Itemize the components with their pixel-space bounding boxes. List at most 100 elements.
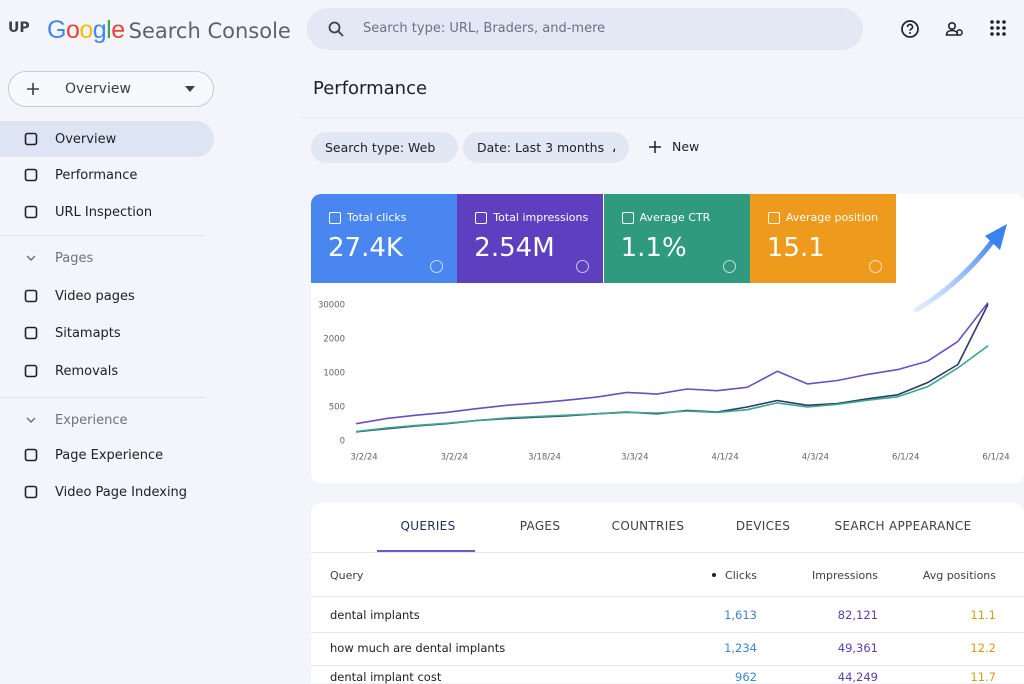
table-cell: 962 (735, 670, 757, 684)
nav-icon (24, 326, 38, 340)
property-label: Overview (65, 81, 131, 97)
row-divider (311, 665, 1024, 666)
y-tick-label: 500 (329, 403, 345, 413)
chart: 0 500 1000 2000 30000 3/2/24 3/2/24 3/18/24 3/3/… (318, 224, 1010, 463)
nav-icon (26, 417, 36, 424)
wordmark-letter: G (47, 16, 66, 44)
metric-card[interactable]: Average CTR 1.1% (603, 194, 750, 283)
nav-label: Video Page Indexing (55, 484, 188, 500)
filter-chip[interactable]: Date: Last 3 months (463, 132, 629, 163)
trend-arrow (913, 235, 998, 313)
metric-icon (621, 212, 634, 224)
logo: UP (8, 20, 30, 36)
nav-item[interactable]: Video Page Indexing (0, 474, 214, 510)
metric-card[interactable]: Total impressions 2.54M (457, 194, 604, 283)
column-header[interactable]: Clicks (725, 569, 757, 582)
table-cell: 82,121 (837, 608, 878, 622)
metric-icon (475, 212, 488, 224)
tab[interactable]: COUNTRIES (611, 519, 685, 533)
nav-item[interactable]: Overview (0, 121, 214, 157)
plus-icon (649, 140, 661, 153)
table-cell: 11.7 (970, 670, 996, 684)
edit-icon (443, 142, 444, 153)
table-card (311, 503, 1024, 683)
nav-item: Pages (0, 240, 214, 276)
nav-item[interactable]: URL Inspection (0, 194, 214, 230)
plus-icon (27, 83, 39, 95)
apps-button[interactable] (988, 18, 1008, 38)
nav-label: Video pages (55, 288, 135, 304)
nav-label: Removals (55, 363, 119, 379)
users-button[interactable] (944, 18, 966, 40)
metric-label: Total clicks (347, 211, 407, 224)
page-title: Performance (313, 78, 428, 99)
help-button[interactable] (899, 18, 921, 40)
table-cell[interactable]: how much are dental implants (330, 641, 506, 655)
series-line (355, 345, 989, 433)
nav-label: Pages (55, 250, 94, 266)
metric-label: Average position (785, 211, 879, 224)
x-tick-label: 3/2/24 (350, 453, 377, 463)
metric-icon (767, 212, 780, 224)
nav-icon (24, 205, 38, 219)
new-filter-button[interactable]: New (648, 139, 699, 154)
nav-item[interactable]: Video pages (0, 278, 214, 314)
info-icon (430, 260, 443, 273)
x-tick-label: 4/1/24 (711, 453, 738, 463)
wordmark-letter: g (92, 16, 107, 44)
nav-item[interactable]: Removals (0, 353, 214, 389)
y-tick-label: 0 (340, 437, 345, 447)
metric-value: 2.54M (474, 233, 555, 263)
table-cell: 44,249 (837, 670, 878, 684)
wordmark-letter: e (111, 16, 125, 44)
search-bar[interactable]: Search type: URL, Braders, and-mere (307, 8, 863, 50)
nav-icon (24, 364, 38, 378)
nav-icon (24, 168, 38, 182)
nav-label: Overview (55, 131, 117, 147)
divider (0, 397, 205, 398)
tab[interactable]: DEVICES (735, 519, 791, 533)
nav-label: Page Experience (55, 447, 164, 463)
filter-chip[interactable]: Search type: Web (311, 132, 458, 163)
search-placeholder: Search type: URL, Braders, and-mere (363, 21, 606, 36)
nav-icon (24, 289, 38, 303)
tab-indicator (377, 550, 475, 552)
tab[interactable]: SEARCH APPEARANCE (834, 519, 972, 533)
column-header[interactable]: Avg positions (922, 569, 996, 582)
nav-icon (24, 485, 38, 499)
brand: Google Search Console (47, 16, 291, 45)
column-header[interactable]: Impressions (812, 569, 878, 582)
table-cell[interactable]: dental implants (330, 608, 420, 622)
y-tick-label: 1000 (323, 369, 345, 379)
metric-label: Total impressions (493, 211, 589, 224)
nav-icon (26, 255, 36, 262)
nav-label: Sitamapts (55, 325, 121, 341)
divider (311, 552, 1024, 553)
wordmark-letter: l (106, 16, 112, 44)
divider (300, 117, 1024, 118)
column-header: Query (330, 569, 364, 582)
table-cell: 11.1 (970, 608, 996, 622)
table-cell[interactable]: dental implant cost (330, 670, 442, 684)
y-tick-label: 30000 (318, 301, 345, 311)
tab[interactable]: QUERIES (400, 519, 456, 533)
x-tick-label: 4/3/24 (802, 453, 829, 463)
nav-icon (24, 132, 38, 146)
dropdown-icon (185, 86, 195, 92)
metric-card[interactable]: Total clicks 27.4K (311, 194, 457, 283)
x-tick-label: 3/3/24 (621, 453, 648, 463)
metric-label: Average CTR (639, 211, 711, 224)
tab[interactable]: PAGES (519, 519, 561, 533)
nav-item[interactable]: Page Experience (0, 437, 214, 473)
y-tick-label: 2000 (323, 335, 345, 345)
metric-card[interactable]: Average position 15.1 (749, 194, 896, 283)
nav-item[interactable]: Performance (0, 157, 214, 193)
nav-item[interactable]: Sitamapts (0, 315, 214, 351)
nav-icon (24, 448, 38, 462)
table-cell: 12.2 (970, 641, 996, 655)
row-divider (311, 596, 1024, 597)
row-divider (311, 632, 1024, 633)
trend-arrowhead (985, 224, 1007, 250)
property-selector[interactable]: Overview (8, 71, 214, 107)
wordmark-letter: o (79, 16, 93, 44)
